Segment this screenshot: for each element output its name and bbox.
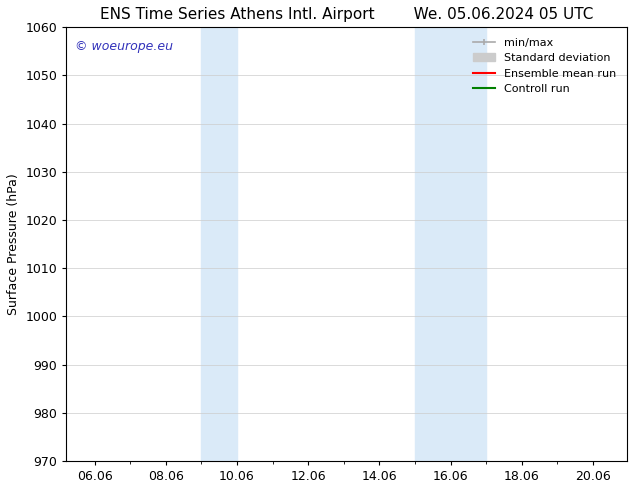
Y-axis label: Surface Pressure (hPa): Surface Pressure (hPa) <box>7 173 20 315</box>
Title: ENS Time Series Athens Intl. Airport        We. 05.06.2024 05 UTC: ENS Time Series Athens Intl. Airport We.… <box>100 7 593 22</box>
Bar <box>202 27 237 461</box>
Bar <box>415 27 486 461</box>
Text: © woeurope.eu: © woeurope.eu <box>75 40 173 53</box>
Legend: min/max, Standard deviation, Ensemble mean run, Controll run: min/max, Standard deviation, Ensemble me… <box>469 33 621 99</box>
